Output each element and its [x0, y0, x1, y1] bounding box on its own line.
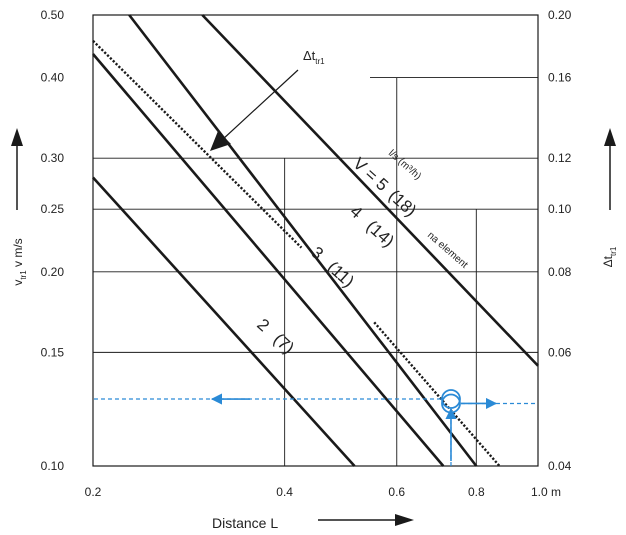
x-axis-label: Distance L [212, 515, 278, 531]
svg-text:Δttr1: Δttr1 [303, 48, 325, 66]
delta-t-pointer-head [210, 131, 231, 151]
y-left-tick-label: 0.25 [41, 202, 65, 216]
y-left-label-unit: v m/s [11, 238, 25, 270]
curve-label-2-flow: (7) [270, 330, 298, 358]
y-right-tick-label: 0.20 [548, 8, 572, 22]
y-left-tick-label: 0.10 [41, 459, 65, 473]
y-right-tick-label: 0.10 [548, 202, 572, 216]
series-line-0 [92, 176, 356, 467]
y-right-label-sub: tr1 [609, 246, 618, 256]
x-axis-arrowhead [395, 514, 414, 526]
y-right-tick-label: 0.08 [548, 265, 572, 279]
per-element-label: na element [425, 230, 470, 271]
y-right-tick-labels: 0.04 0.06 0.08 0.10 0.12 0.16 0.20 [548, 8, 572, 473]
x-tick-labels: 0.2 0.4 0.6 0.8 1.0 m [85, 485, 561, 499]
series-line-1 [92, 53, 445, 467]
x-tick-label: 0.4 [276, 485, 293, 499]
x-tick-label: 0.2 [85, 485, 102, 499]
y-right-axis-arrowhead [604, 128, 616, 146]
curve-label-2: 2 (7) [253, 315, 298, 358]
v-reading-circle [441, 389, 461, 409]
y-right-tick-label: 0.16 [548, 71, 572, 85]
y-right-tick-label: 0.12 [548, 151, 572, 165]
y-right-tick-label: 0.06 [548, 345, 572, 359]
grid-lines [93, 77, 538, 466]
y-right-tick-label: 0.04 [548, 459, 572, 473]
reading-example [93, 389, 538, 466]
delta-t-sub: tr1 [315, 57, 325, 66]
svg-text:Δttr1: Δttr1 [601, 246, 618, 267]
y-right-axis-label: Δttr1 [601, 246, 618, 267]
x-tick-label: 0.6 [388, 485, 405, 499]
y-left-axis-arrowhead [11, 128, 23, 146]
curve-label-5-flow: (18) [385, 186, 420, 220]
series-line-4 [92, 39, 303, 249]
y-left-tick-label: 0.40 [41, 71, 65, 85]
curve-label-4-value: 4 [346, 202, 366, 222]
y-left-tick-label: 0.20 [41, 265, 65, 279]
y-left-tick-labels: 0.10 0.15 0.20 0.25 0.30 0.40 0.50 [41, 8, 65, 473]
y-left-axis-label: vtr1 v m/s [11, 238, 28, 285]
delta-t-symbol: Δt [303, 48, 316, 63]
delta-t-pointer [221, 69, 299, 141]
delta-t-annotation: Δttr1 [210, 48, 325, 151]
series-line-3 [201, 14, 539, 367]
x-tick-label: 0.8 [468, 485, 485, 499]
series-line-2 [128, 14, 478, 467]
curve-label-3-flow: (11) [324, 258, 358, 292]
plot-frame [92, 14, 539, 467]
y-left-tick-label: 0.50 [41, 8, 65, 22]
curve-label-2-value: 2 [253, 315, 273, 335]
y-left-tick-label: 0.15 [41, 345, 65, 359]
series-lines [92, 14, 539, 467]
curve-label-4-flow: (14) [363, 217, 398, 251]
svg-text:vtr1 v m/s: vtr1 v m/s [11, 238, 28, 285]
x-tick-label: 1.0 m [531, 485, 561, 499]
y-left-tick-label: 0.30 [41, 151, 65, 165]
unit-label: l/s (m³/h) [386, 148, 423, 182]
curve-label-3: 3 (11) [307, 243, 358, 291]
y-left-label-symbol: v [11, 280, 25, 286]
y-right-label-symbol: Δt [601, 255, 615, 267]
y-left-label-sub: tr1 [19, 270, 28, 280]
series-line-5 [373, 321, 501, 467]
